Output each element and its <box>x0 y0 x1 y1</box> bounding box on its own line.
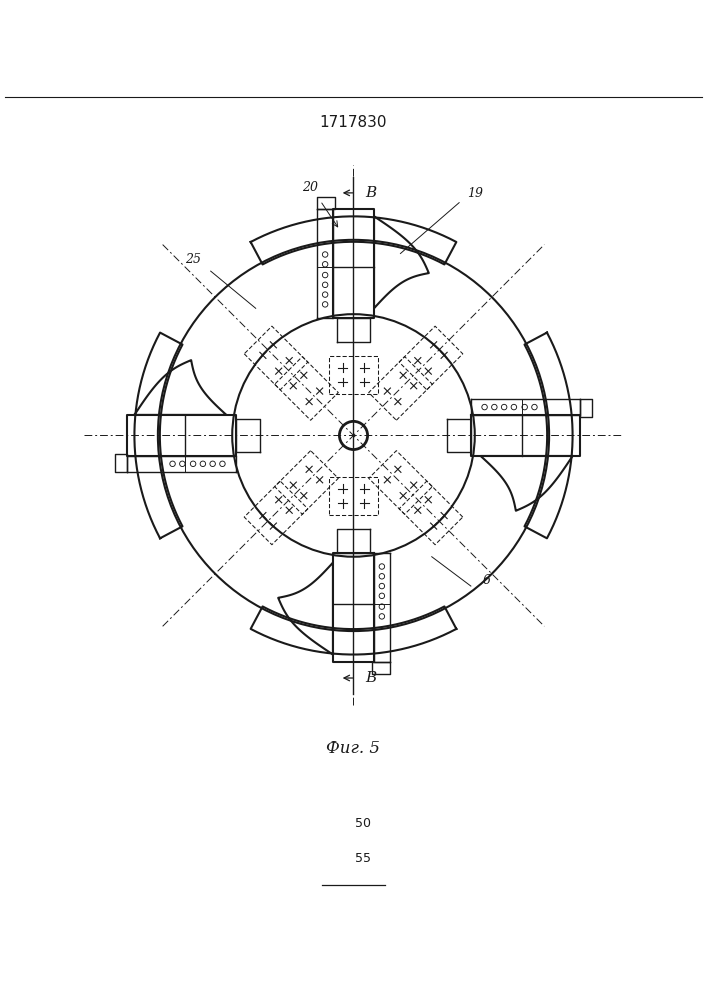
Text: 20: 20 <box>303 181 318 194</box>
Text: B: B <box>366 671 377 685</box>
Text: 6: 6 <box>482 574 491 587</box>
Text: B: B <box>366 186 377 200</box>
Text: 50: 50 <box>356 817 371 830</box>
Text: Фиг. 5: Фиг. 5 <box>327 740 380 757</box>
Text: 19: 19 <box>467 187 483 200</box>
Text: 55: 55 <box>356 852 371 865</box>
Text: 25: 25 <box>185 253 201 266</box>
Text: 1717830: 1717830 <box>320 115 387 130</box>
